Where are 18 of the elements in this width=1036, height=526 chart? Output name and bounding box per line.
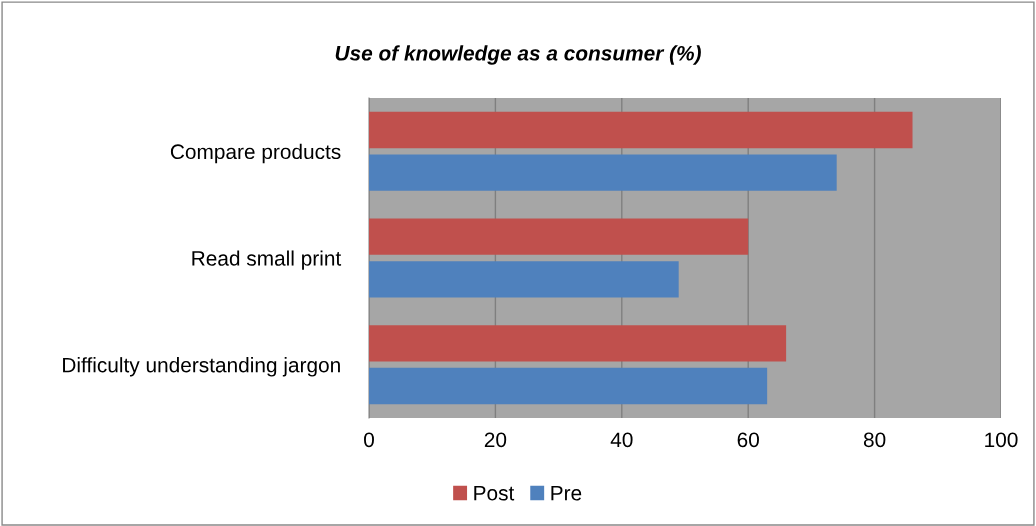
x-tick-label: 80 bbox=[863, 432, 886, 448]
bar bbox=[369, 111, 913, 149]
x-tick-label: 40 bbox=[610, 432, 633, 448]
legend-label: Post bbox=[474, 485, 515, 501]
legend-label: Pre bbox=[551, 485, 582, 501]
bar bbox=[369, 261, 679, 298]
y-tick-label: Read small print bbox=[192, 250, 342, 270]
y-tick-label: Difficulty understanding jargon bbox=[63, 357, 340, 377]
bar bbox=[369, 154, 837, 191]
y-tick-label: Compare products bbox=[170, 143, 341, 164]
bar bbox=[369, 325, 787, 362]
chart-title: Use of knowledge as a consumer (%) bbox=[335, 45, 701, 65]
x-tick-label: 20 bbox=[484, 432, 507, 448]
x-tick-label: 0 bbox=[364, 432, 374, 448]
bar bbox=[369, 367, 768, 405]
x-tick-label: 60 bbox=[737, 432, 759, 448]
x-tick-label: 100 bbox=[985, 432, 1018, 448]
bar bbox=[369, 218, 749, 255]
